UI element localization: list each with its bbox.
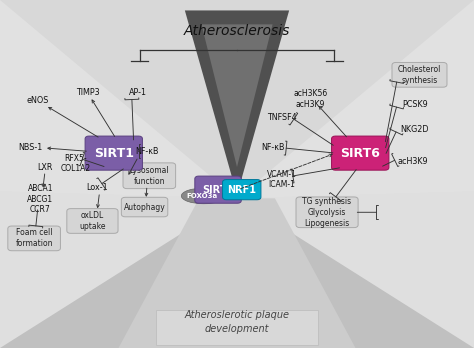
Text: LXR: LXR (37, 163, 53, 172)
FancyBboxPatch shape (195, 176, 241, 203)
Text: oxLDL
uptake: oxLDL uptake (79, 211, 106, 231)
FancyBboxPatch shape (85, 136, 142, 170)
Ellipse shape (181, 188, 226, 204)
FancyBboxPatch shape (121, 197, 168, 217)
Text: ABCA1
ABCG1
CCR7: ABCA1 ABCG1 CCR7 (27, 184, 54, 214)
Text: VCAM-1
ICAM-1: VCAM-1 ICAM-1 (267, 169, 297, 189)
Polygon shape (0, 0, 237, 348)
Text: TIMP3: TIMP3 (76, 88, 100, 97)
Text: Lysosomal
function: Lysosomal function (129, 166, 169, 186)
Text: NRF1: NRF1 (227, 185, 256, 195)
FancyBboxPatch shape (156, 310, 318, 345)
FancyBboxPatch shape (67, 209, 118, 234)
Text: NKG2D: NKG2D (401, 125, 429, 134)
Text: SIRT1: SIRT1 (202, 185, 234, 195)
Text: Atherosclerosis: Atherosclerosis (184, 24, 290, 38)
Text: acH3K56
acH3K9: acH3K56 acH3K9 (293, 89, 328, 109)
Polygon shape (185, 10, 289, 195)
Text: Cholesterol
synthesis: Cholesterol synthesis (398, 65, 441, 85)
FancyBboxPatch shape (392, 63, 447, 87)
Text: acH3K9: acH3K9 (397, 157, 428, 166)
Text: TNFSF4: TNFSF4 (267, 113, 297, 122)
Text: Atheroslerotic plaque
development: Atheroslerotic plaque development (184, 310, 290, 333)
Text: eNOS: eNOS (27, 96, 49, 105)
Polygon shape (201, 24, 273, 167)
Text: SIRT6: SIRT6 (340, 147, 380, 160)
Text: Autophagy: Autophagy (124, 203, 165, 212)
Text: SIRT1: SIRT1 (94, 147, 134, 160)
Text: PCSK9: PCSK9 (402, 100, 428, 109)
Text: AP-1: AP-1 (128, 88, 146, 97)
FancyBboxPatch shape (8, 226, 61, 251)
Polygon shape (0, 191, 474, 348)
Text: NF-κB: NF-κB (135, 147, 159, 156)
Text: TG synthesis
Glycolysis
Lipogenesis: TG synthesis Glycolysis Lipogenesis (302, 197, 352, 228)
FancyBboxPatch shape (296, 197, 358, 228)
Text: NBS-1: NBS-1 (18, 143, 43, 152)
Polygon shape (237, 0, 474, 348)
FancyBboxPatch shape (331, 136, 389, 170)
Text: FOXO3a: FOXO3a (187, 193, 218, 199)
Text: Lox-1: Lox-1 (86, 183, 108, 192)
Polygon shape (0, 0, 474, 198)
FancyBboxPatch shape (223, 180, 261, 200)
Polygon shape (118, 198, 356, 348)
Text: NF-κB: NF-κB (261, 143, 284, 152)
Text: RFX5-
COL1A2: RFX5- COL1A2 (61, 154, 91, 173)
FancyBboxPatch shape (123, 163, 175, 189)
Text: Foam cell
formation: Foam cell formation (15, 228, 53, 248)
